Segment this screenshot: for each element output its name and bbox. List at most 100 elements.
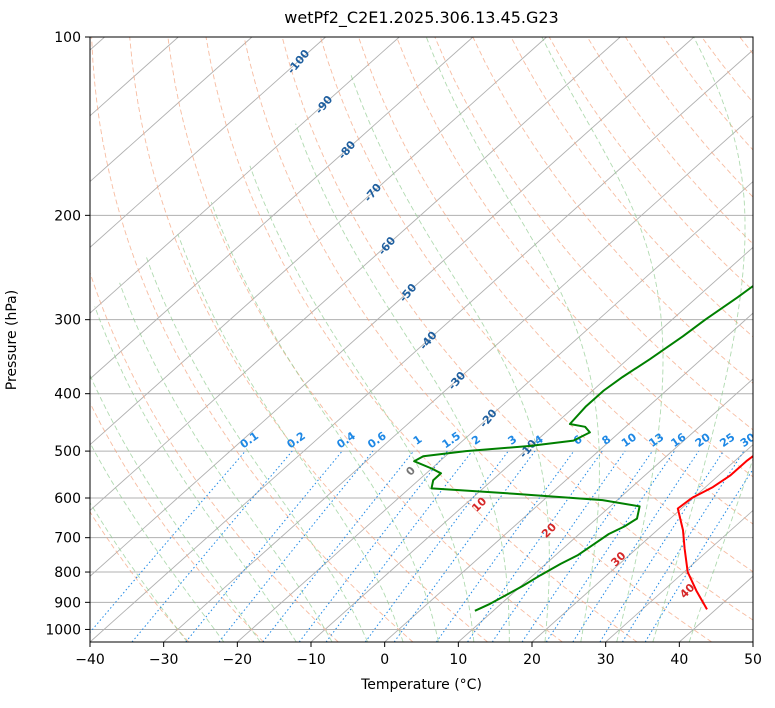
- moist-adiabat: [94, 306, 297, 642]
- isotherm-gridline: [90, 37, 474, 380]
- mixing-ratio-line: [325, 450, 473, 642]
- mixing-ratio-line: [218, 450, 374, 642]
- mixing-ratio-line: [545, 450, 675, 642]
- moist-adiabat: [249, 165, 475, 642]
- mixing-ratio-label: 1.5: [440, 429, 463, 451]
- x-tick-label: 20: [523, 652, 541, 668]
- y-tick-label: 400: [54, 387, 81, 403]
- mixing-ratio-label: 30: [738, 430, 758, 450]
- moist-adiabat: [90, 374, 261, 642]
- mixing-ratio-label: 16: [669, 430, 689, 450]
- dry-adiabat: [701, 37, 753, 104]
- dry-adiabat: [510, 37, 753, 338]
- isotherm-gridline: [90, 37, 179, 117]
- mixing-ratio-line: [185, 450, 343, 642]
- dry-adiabat: [90, 401, 264, 642]
- plot-frame: [89, 36, 754, 643]
- mixing-ratio-line: [262, 450, 414, 642]
- dry-adiabat: [586, 37, 753, 245]
- x-tick-label: −30: [149, 652, 179, 668]
- dry-adiabat: [548, 37, 753, 291]
- moist-adiabat: [652, 37, 746, 642]
- isotherm-gridline: [531, 444, 753, 642]
- moist-adiabat: [295, 123, 510, 642]
- mixing-ratio-line: [393, 450, 536, 642]
- mixing-ratio-line: [131, 450, 293, 642]
- moist-adiabat: [688, 457, 753, 642]
- mixing-ratio-label: 25: [717, 431, 737, 450]
- isotherm-gridline: [605, 509, 753, 642]
- mixing-ratio-label: 2: [469, 433, 483, 448]
- x-tick-label: 40: [670, 652, 688, 668]
- mixing-ratio-line: [298, 450, 448, 642]
- dry-adiabat: [739, 37, 753, 55]
- y-tick-label: 800: [54, 565, 81, 581]
- isotherm-gridline: [458, 378, 753, 642]
- x-tick-label: −10: [296, 652, 326, 668]
- x-tick-label: 30: [597, 652, 615, 668]
- dry-adiabat: [90, 271, 339, 642]
- mixing-ratio-label: 36: [759, 430, 775, 450]
- x-tick-label: −40: [75, 652, 105, 668]
- dry-adiabat: [243, 37, 712, 642]
- mixing-ratio-line: [435, 450, 575, 642]
- mixing-ratio-label: 20: [693, 430, 713, 450]
- moist-adiabat: [90, 441, 225, 642]
- isotherm-gridline: [384, 312, 753, 642]
- moist-adiabat: [425, 37, 600, 642]
- isotherm-gridline: [752, 641, 753, 642]
- dry-adiabat: [167, 37, 563, 642]
- moist-adiabat: [177, 233, 404, 642]
- mixing-ratio-label: 0.1: [238, 429, 261, 451]
- dry-adiabat: [90, 511, 190, 642]
- isotherm-label: 0: [403, 464, 418, 479]
- mixing-ratio-label: 3: [505, 433, 519, 448]
- y-tick-label: 200: [54, 208, 81, 224]
- isotherm-gridline: [163, 115, 753, 642]
- isotherm-gridline: [237, 180, 753, 642]
- mixing-ratio-line: [521, 450, 653, 642]
- isotherm-gridline: [679, 575, 753, 642]
- mixing-ratio-label: 0.2: [284, 429, 307, 451]
- isotherm-label: 30: [608, 549, 628, 569]
- chart-title: wetPf2_C2E1.2025.306.13.45.G23: [284, 8, 559, 27]
- moist-adiabat: [145, 256, 369, 642]
- x-tick-label: 50: [744, 652, 762, 668]
- x-axis-label: Temperature (°C): [361, 677, 482, 693]
- moist-adiabat: [541, 37, 664, 642]
- y-tick-label: 700: [54, 531, 81, 547]
- isotherm-gridline: [90, 37, 326, 248]
- mixing-ratio-label: 0.6: [365, 429, 389, 451]
- dry-adiabat: [129, 37, 488, 642]
- moist-adiabat: [210, 201, 439, 642]
- moist-adiabat: [90, 501, 188, 642]
- temperature-profile-line: [676, 454, 753, 610]
- dry-adiabat: [205, 37, 638, 642]
- mixing-ratio-label: 13: [646, 431, 666, 450]
- mixing-ratio-line: [364, 450, 509, 642]
- y-tick-label: 1000: [45, 622, 81, 638]
- isotherm-gridline: [90, 37, 695, 577]
- dry-adiabat: [319, 37, 753, 573]
- y-axis-label: Pressure (hPa): [4, 289, 20, 391]
- mixing-ratio-line: [467, 450, 603, 642]
- isotherm-gridline: [90, 49, 753, 642]
- x-tick-label: 10: [449, 652, 467, 668]
- dry-adiabat: [472, 37, 753, 384]
- isotherm-gridline: [90, 37, 400, 314]
- dewpoint-profile-line: [413, 284, 753, 612]
- mixing-ratio-line: [621, 450, 745, 642]
- x-tick-label: 0: [380, 652, 389, 668]
- mixing-ratio-line: [572, 450, 700, 642]
- isotherm-gridline: [90, 37, 547, 446]
- dry-adiabat-label: -100: [285, 47, 313, 77]
- y-tick-label: 100: [54, 30, 81, 46]
- y-tick-label: 600: [54, 491, 81, 507]
- mixing-ratio-label: 10: [619, 430, 639, 450]
- y-tick-label: 300: [54, 313, 81, 329]
- x-tick-label: −20: [223, 652, 253, 668]
- isotherm-gridline: [90, 37, 253, 183]
- moist-adiabat: [349, 72, 550, 642]
- dry-adiabat: [396, 37, 753, 478]
